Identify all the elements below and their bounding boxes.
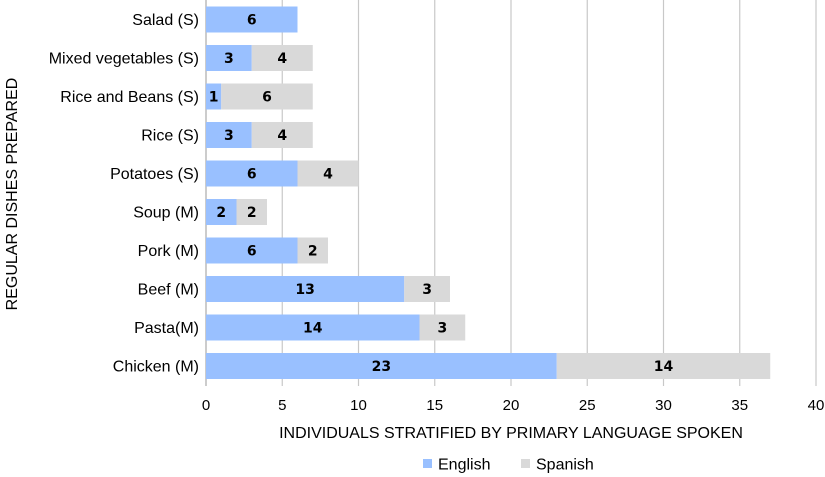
y-axis-title: REGULAR DISHES PREPARED [4, 78, 21, 311]
data-label: 3 [422, 282, 432, 298]
x-tick-label: 0 [202, 397, 210, 414]
data-label: 2 [308, 244, 318, 260]
bar-spanish [556, 353, 771, 379]
bar-english [206, 353, 557, 379]
category-label: Salad (S) [132, 12, 199, 29]
category-label: Mixed vegetables (S) [49, 51, 199, 68]
x-axis-title: INDIVIDUALS STRATIFIED BY PRIMARY LANGUA… [279, 425, 743, 442]
x-tick-label: 25 [579, 397, 596, 414]
x-tick-label: 20 [503, 397, 520, 414]
data-label: 3 [438, 321, 448, 337]
data-label: 6 [247, 167, 257, 183]
category-label: Rice (S) [141, 128, 199, 145]
category-label: Pasta(M) [134, 320, 199, 337]
bar-spanish [251, 122, 313, 148]
x-tick-label: 35 [731, 397, 748, 414]
bar-english [206, 83, 222, 110]
legend-item-english: English [423, 457, 490, 474]
bar-spanish [297, 160, 359, 187]
data-label: 4 [277, 51, 287, 67]
bar-spanish [404, 276, 450, 302]
bar-spanish [221, 83, 313, 110]
data-label: 14 [654, 359, 674, 375]
x-tick-labels: 0 5 10 15 20 25 30 35 40 [202, 397, 825, 414]
bar-english [206, 199, 237, 225]
bar-english [206, 122, 252, 148]
data-label: 2 [216, 205, 226, 221]
data-label: 14 [303, 321, 323, 337]
bar-english [206, 237, 298, 264]
data-label: 23 [372, 359, 391, 375]
bar-spanish [297, 237, 328, 264]
bar-spanish [419, 314, 466, 341]
x-tick-label: 10 [350, 397, 367, 414]
bar-english [206, 45, 252, 71]
legend-label: English [438, 457, 490, 474]
data-label: 6 [262, 90, 272, 106]
data-label: 3 [224, 51, 234, 67]
x-tick-label: 40 [808, 397, 825, 414]
category-label: Soup (M) [133, 205, 199, 222]
legend-swatch [521, 459, 530, 468]
data-label: 4 [323, 167, 333, 183]
bar-spanish [251, 45, 313, 71]
x-tick-label: 15 [426, 397, 443, 414]
legend-label: Spanish [536, 457, 594, 474]
data-label: 6 [247, 13, 257, 29]
bar-spanish [236, 199, 267, 225]
legend: English Spanish [423, 457, 594, 474]
x-tick-label: 30 [655, 397, 672, 414]
category-label: Beef (M) [138, 282, 199, 299]
legend-item-spanish: Spanish [521, 457, 594, 474]
data-labels: 6 3 4 1 6 3 4 6 4 2 2 6 2 13 3 14 3 23 14 [209, 13, 674, 376]
data-label: 13 [295, 282, 314, 298]
category-label: Rice and Beans (S) [60, 89, 199, 106]
bar-english [206, 276, 405, 302]
category-label: Potatoes (S) [110, 166, 199, 183]
x-tick-label: 5 [278, 397, 286, 414]
data-label: 3 [224, 128, 234, 144]
data-label: 6 [247, 244, 257, 260]
category-label: Pork (M) [138, 243, 199, 260]
gridlines [205, 0, 817, 386]
data-label: 1 [209, 90, 219, 106]
legend-swatch [423, 459, 432, 468]
bar-english [206, 160, 298, 187]
data-label: 4 [277, 128, 287, 144]
bar-english [206, 6, 298, 33]
category-label: Chicken (M) [113, 359, 199, 376]
bar-english [206, 314, 420, 341]
category-labels: Salad (S) Mixed vegetables (S) Rice and Be… [49, 12, 199, 376]
bars [206, 6, 771, 379]
data-label: 2 [247, 205, 257, 221]
